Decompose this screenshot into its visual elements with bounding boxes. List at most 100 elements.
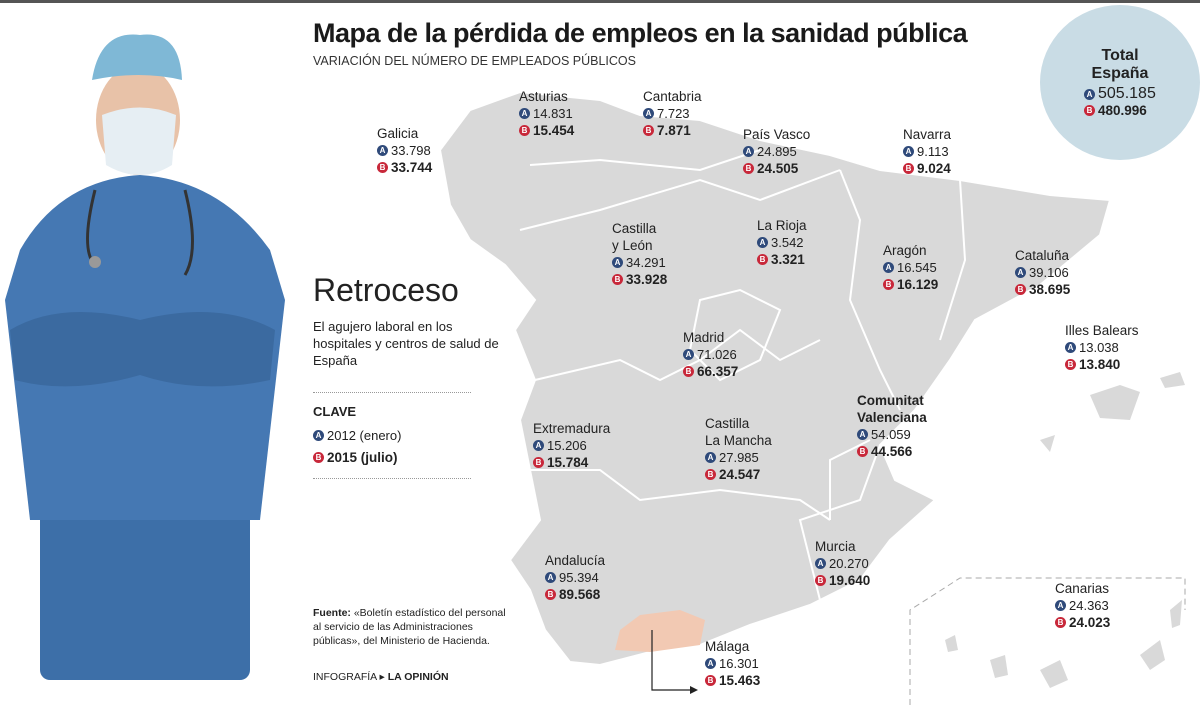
- region-name: Cataluña: [1015, 248, 1070, 263]
- region-value-2012: 33.798: [391, 143, 431, 158]
- badge-b-icon: B: [313, 452, 324, 463]
- region-value-2012: 71.026: [697, 347, 737, 362]
- spain-mainland: [438, 90, 1112, 667]
- badge-b-icon: B: [533, 457, 544, 468]
- region-value-2015: 66.357: [697, 364, 739, 379]
- region-value-2012: 20.270: [829, 556, 869, 571]
- badge-a-icon: A: [377, 145, 388, 156]
- source-note: Fuente: «Boletín estadístico del persona…: [313, 606, 513, 648]
- badge-a-icon: A: [743, 146, 754, 157]
- region-name: Andalucía: [545, 553, 606, 568]
- region-name: Murcia: [815, 539, 856, 554]
- key-a-label: 2012 (enero): [327, 428, 402, 443]
- region-label: Castilla y León A 34.291 B 33.928: [612, 220, 667, 288]
- region-label: Málaga A 16.301 B 15.463: [705, 638, 760, 689]
- key-b-label: 2015 (julio): [327, 450, 398, 465]
- region-name: Comunitat Valenciana: [857, 393, 927, 425]
- badge-a-icon: A: [519, 108, 530, 119]
- badge-a-icon: A: [313, 430, 324, 441]
- region-value-2015: 24.023: [1069, 615, 1111, 630]
- badge-b-icon: B: [1065, 359, 1076, 370]
- region-value-2012: 54.059: [871, 427, 911, 442]
- region-value-2012: 24.363: [1069, 598, 1109, 613]
- badge-b-icon: B: [612, 274, 623, 285]
- divider: [313, 392, 471, 393]
- region-borders: [519, 149, 967, 601]
- region-label: Cataluña A 39.106 B 38.695: [1015, 247, 1070, 298]
- region-name: País Vasco: [743, 127, 811, 142]
- badge-b-icon: B: [545, 589, 556, 600]
- region-value-2012: 15.206: [547, 438, 587, 453]
- region-label: Galicia A 33.798 B 33.744: [377, 125, 432, 176]
- region-value-2012: 39.106: [1029, 265, 1069, 280]
- region-label: Illes Balears A 13.038 B 13.840: [1065, 322, 1139, 373]
- region-label: Andalucía A 95.394 B 89.568: [545, 552, 605, 603]
- page-title: Mapa de la pérdida de empleos en la sani…: [313, 18, 968, 48]
- region-value-2015: 15.454: [533, 123, 575, 138]
- badge-b-icon: B: [683, 366, 694, 377]
- source-text: «Boletín estadístico del personal al ser…: [313, 607, 506, 647]
- credit-name: LA OPINIÓN: [387, 671, 449, 683]
- region-value-2015: 33.744: [391, 160, 433, 175]
- section-heading: Retroceso: [313, 272, 459, 308]
- badge-a-icon: A: [683, 349, 694, 360]
- badge-a-icon: A: [705, 452, 716, 463]
- region-value-2015: 15.784: [547, 455, 589, 470]
- badge-b-icon: B: [519, 125, 530, 136]
- badge-b-icon: B: [643, 125, 654, 136]
- section-description: El agujero laboral en los hospitales y c…: [313, 319, 499, 368]
- region-value-2015: 89.568: [559, 587, 601, 602]
- key-b: B 2015 (julio): [313, 450, 398, 465]
- page-subtitle: VARIACIÓN DEL NÚMERO DE EMPLEADOS PÚBLIC…: [313, 54, 636, 68]
- top-rule: [0, 0, 1200, 3]
- canarias-inset-border: [909, 577, 1186, 705]
- region-name: Málaga: [705, 639, 750, 654]
- badge-b-icon: B: [883, 279, 894, 290]
- total-label-country: España: [1091, 65, 1149, 82]
- badge-a-icon: A: [612, 257, 623, 268]
- badge-b-icon: B: [377, 162, 388, 173]
- region-value-2012: 13.038: [1079, 340, 1119, 355]
- badge-a-icon: A: [1084, 88, 1095, 100]
- region-value-2015: 7.871: [657, 123, 691, 138]
- region-label: Castilla La Mancha A 27.985 B 24.547: [705, 415, 772, 483]
- total-b: 480.996: [1098, 103, 1147, 118]
- region-label: País Vasco A 24.895 B 24.505: [743, 126, 810, 177]
- triangle-right-icon: ▸: [379, 671, 385, 683]
- total-label: Total: [1101, 47, 1139, 64]
- region-label: Canarias A 24.363 B 24.023: [1055, 580, 1110, 631]
- region-value-2012: 27.985: [719, 450, 759, 465]
- region-name: La Rioja: [757, 218, 807, 233]
- region-value-2015: 13.840: [1079, 357, 1121, 372]
- badge-a-icon: A: [705, 658, 716, 669]
- baleares-islands: [1040, 372, 1185, 452]
- region-name: Navarra: [903, 127, 952, 142]
- region-label: Aragón A 16.545 B 16.129: [883, 242, 938, 293]
- region-value-2015: 9.024: [917, 161, 951, 176]
- region-value-2012: 34.291: [626, 255, 666, 270]
- region-value-2015: 33.928: [626, 272, 668, 287]
- badge-a-icon: A: [643, 108, 654, 119]
- malaga-highlight: [615, 610, 705, 652]
- badge-b-icon: B: [857, 446, 868, 457]
- region-name: Canarias: [1055, 581, 1110, 596]
- region-name: Castilla y León: [612, 221, 657, 253]
- region-label: Comunitat Valenciana A 54.059 B 44.566: [857, 392, 927, 460]
- region-value-2015: 24.505: [757, 161, 799, 176]
- badge-a-icon: A: [757, 237, 768, 248]
- badge-a-icon: A: [545, 572, 556, 583]
- credit: INFOGRAFÍA ▸ LA OPINIÓN: [313, 671, 449, 683]
- region-label: Cantabria A 7.723 B 7.871: [643, 88, 702, 139]
- region-name: Illes Balears: [1065, 323, 1139, 338]
- region-name: Cantabria: [643, 89, 702, 104]
- region-value-2012: 9.113: [917, 144, 949, 159]
- region-label: Madrid A 71.026 B 66.357: [683, 329, 738, 380]
- region-value-2015: 15.463: [719, 673, 761, 688]
- region-value-2012: 3.542: [771, 235, 804, 250]
- source-label: Fuente:: [313, 607, 351, 619]
- badge-b-icon: B: [757, 254, 768, 265]
- badge-a-icon: A: [903, 146, 914, 157]
- region-label: La Rioja A 3.542 B 3.321: [757, 217, 807, 268]
- region-value-2015: 38.695: [1029, 282, 1071, 297]
